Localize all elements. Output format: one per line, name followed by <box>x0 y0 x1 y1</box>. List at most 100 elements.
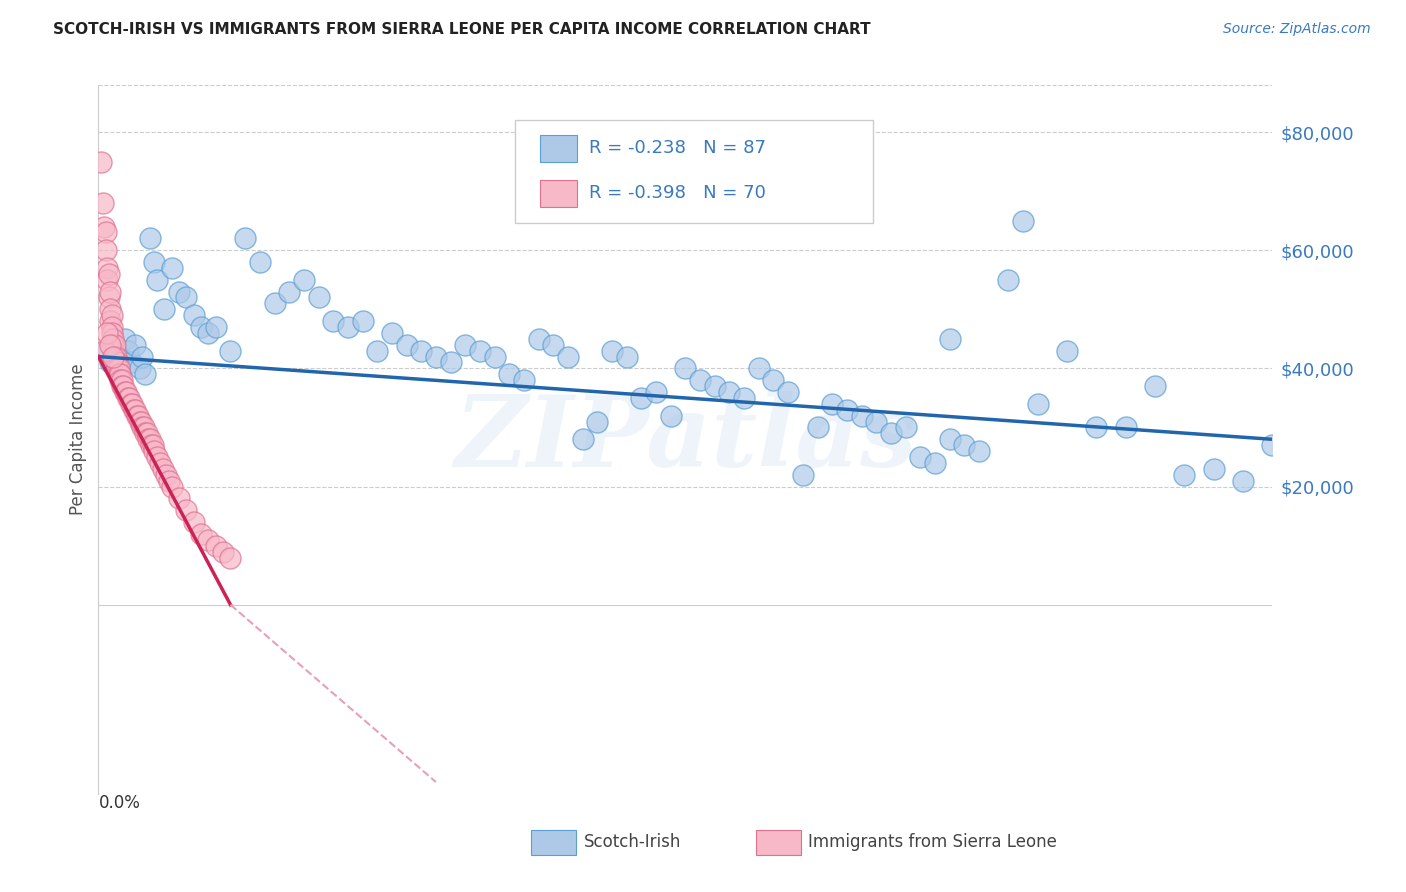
Point <box>1012 213 1035 227</box>
Point <box>108 368 131 382</box>
Point <box>160 260 183 275</box>
Point <box>183 308 205 322</box>
Point <box>124 402 146 417</box>
Point <box>122 402 145 417</box>
Point <box>167 491 190 506</box>
Point <box>134 368 156 382</box>
Point <box>806 420 828 434</box>
Point <box>96 260 118 275</box>
Text: Source: ZipAtlas.com: Source: ZipAtlas.com <box>1223 22 1371 37</box>
Point <box>93 343 115 358</box>
Point <box>117 391 139 405</box>
Point <box>938 433 960 447</box>
Point <box>111 373 134 387</box>
Point <box>190 526 212 541</box>
Point <box>967 444 990 458</box>
Point <box>128 415 150 429</box>
Point <box>127 409 149 423</box>
Point <box>141 438 163 452</box>
Text: ZIPatlas: ZIPatlas <box>454 391 917 488</box>
Point <box>96 326 118 340</box>
Point <box>543 338 565 352</box>
Point <box>322 314 344 328</box>
Point <box>110 368 132 382</box>
Point <box>880 426 903 441</box>
Point <box>101 332 124 346</box>
Point <box>212 544 235 558</box>
Point <box>139 433 162 447</box>
Point <box>98 285 121 299</box>
Point <box>1232 474 1254 488</box>
Point <box>157 474 180 488</box>
Point <box>121 397 143 411</box>
Point <box>851 409 873 423</box>
Point <box>395 338 418 352</box>
Point <box>132 420 155 434</box>
Point <box>183 515 205 529</box>
Point <box>381 326 404 340</box>
Point <box>205 539 228 553</box>
Point <box>176 503 198 517</box>
Point <box>468 343 491 358</box>
Text: R = -0.398   N = 70: R = -0.398 N = 70 <box>589 185 766 202</box>
Point <box>645 385 668 400</box>
Point <box>100 308 122 322</box>
Point <box>205 320 228 334</box>
Point <box>1202 462 1225 476</box>
Point <box>703 379 725 393</box>
Point <box>733 391 755 405</box>
Point <box>484 350 506 364</box>
Point <box>129 415 152 429</box>
Point <box>93 219 115 234</box>
Point <box>557 350 579 364</box>
Point <box>103 350 125 364</box>
Point <box>101 338 124 352</box>
Y-axis label: Per Capita Income: Per Capita Income <box>69 364 87 515</box>
Point <box>96 273 118 287</box>
Point <box>152 462 174 476</box>
Point <box>586 415 609 429</box>
Point <box>134 426 156 441</box>
Point <box>336 320 359 334</box>
Point <box>498 368 520 382</box>
Point <box>114 332 136 346</box>
Point <box>176 291 198 305</box>
Text: SCOTCH-IRISH VS IMMIGRANTS FROM SIERRA LEONE PER CAPITA INCOME CORRELATION CHART: SCOTCH-IRISH VS IMMIGRANTS FROM SIERRA L… <box>53 22 872 37</box>
Point <box>366 343 388 358</box>
Point <box>135 426 157 441</box>
Point <box>263 296 285 310</box>
Point <box>1261 438 1284 452</box>
Point <box>114 385 136 400</box>
Point <box>924 456 946 470</box>
Point <box>513 373 536 387</box>
Point <box>94 226 117 240</box>
Point <box>600 343 623 358</box>
Point <box>108 361 131 376</box>
Point <box>107 361 129 376</box>
Point <box>155 467 177 482</box>
Point <box>142 438 165 452</box>
Point <box>249 255 271 269</box>
Point <box>278 285 301 299</box>
Point <box>689 373 711 387</box>
Point <box>115 385 138 400</box>
Point <box>571 433 593 447</box>
Point <box>616 350 638 364</box>
Point <box>659 409 682 423</box>
Point <box>778 385 800 400</box>
Point <box>219 550 242 565</box>
FancyBboxPatch shape <box>515 120 873 223</box>
Point <box>105 350 128 364</box>
Point <box>101 350 124 364</box>
Point <box>835 402 858 417</box>
Point <box>1144 379 1167 393</box>
Point <box>1173 467 1195 482</box>
Point <box>98 314 121 328</box>
Point <box>1085 420 1108 434</box>
Point <box>167 285 190 299</box>
Point <box>233 231 256 245</box>
Point <box>139 231 162 245</box>
Point <box>718 385 741 400</box>
Point <box>190 320 212 334</box>
Point <box>97 267 120 281</box>
